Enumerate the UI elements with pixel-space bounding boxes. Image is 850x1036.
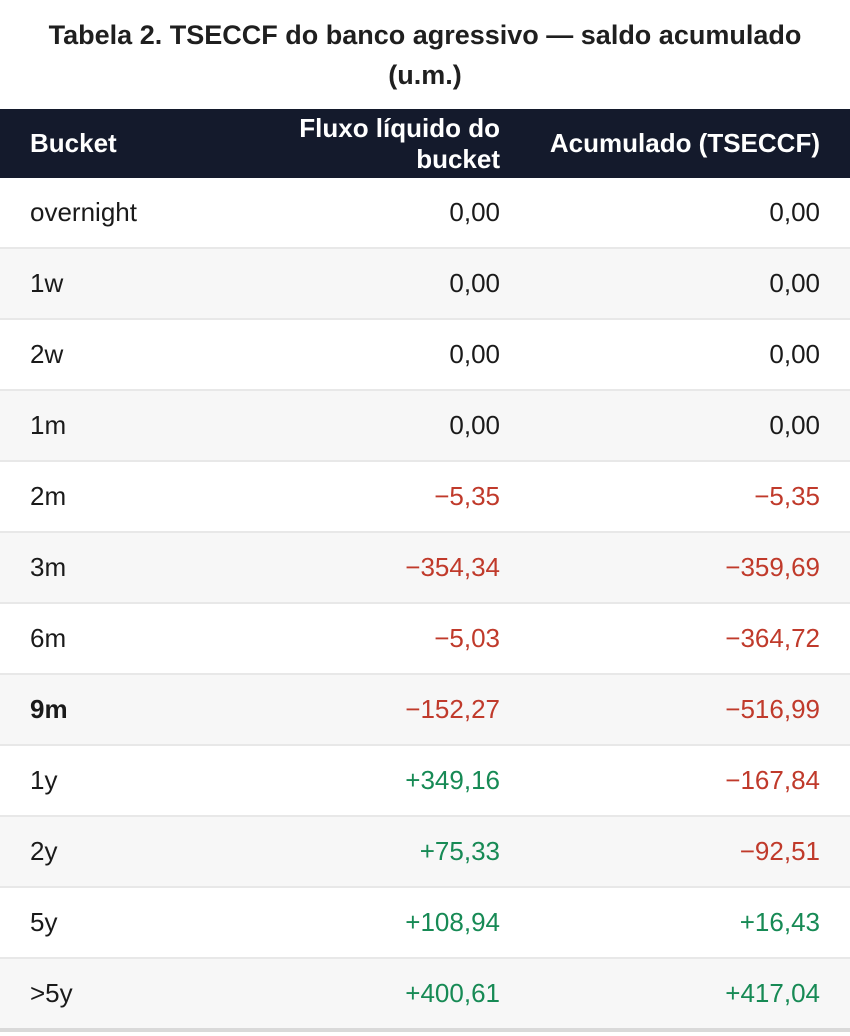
bucket-cell: 2y [0, 815, 250, 887]
table-row: 2m −5,35 −5,35 [0, 460, 850, 532]
table-body: overnight 0,00 0,00 1w 0,00 0,00 2w 0,00 0,00 1m 0… [0, 178, 850, 1030]
column-header-bucket: Bucket [0, 109, 250, 178]
flow-cell: +75,33 [250, 815, 500, 887]
bucket-cell: 3m [0, 531, 250, 603]
accumulated-cell: +417,04 [500, 957, 850, 1030]
bucket-cell: 5y [0, 886, 250, 958]
accumulated-cell: −167,84 [500, 744, 850, 816]
header-row: Bucket Fluxo líquido do bucket Acumulado… [0, 109, 850, 178]
bucket-cell: 1m [0, 389, 250, 461]
table-row: 2y +75,33 −92,51 [0, 815, 850, 887]
flow-cell: −5,03 [250, 602, 500, 674]
table-row: 6m −5,03 −364,72 [0, 602, 850, 674]
bucket-cell: 2w [0, 318, 250, 390]
table-row: 9m −152,27 −516,99 [0, 673, 850, 745]
flow-cell: +108,94 [250, 886, 500, 958]
table-caption: Tabela 2. TSECCF do banco agressivo — sa… [0, 0, 850, 109]
table-header: Bucket Fluxo líquido do bucket Acumulado… [0, 109, 850, 178]
flow-cell: −354,34 [250, 531, 500, 603]
table-row: 1m 0,00 0,00 [0, 389, 850, 461]
tseccf-table: Bucket Fluxo líquido do bucket Acumulado… [0, 109, 850, 1032]
table-row: overnight 0,00 0,00 [0, 178, 850, 248]
bucket-cell: >5y [0, 957, 250, 1030]
table-row: 3m −354,34 −359,69 [0, 531, 850, 603]
flow-cell: −5,35 [250, 460, 500, 532]
accumulated-cell: 0,00 [500, 389, 850, 461]
bucket-cell: 9m [0, 673, 250, 745]
accumulated-cell: 0,00 [500, 318, 850, 390]
accumulated-cell: 0,00 [769, 197, 820, 227]
flow-cell: 0,00 [250, 389, 500, 461]
bucket-cell: 1y [0, 744, 250, 816]
page-title-units: (u.m.) [388, 60, 462, 90]
accumulated-cell: −364,72 [500, 602, 850, 674]
bucket-cell: 1w [0, 247, 250, 319]
bucket-cell: overnight [30, 197, 137, 227]
flow-cell: +400,61 [250, 957, 500, 1030]
accumulated-cell: +16,43 [500, 886, 850, 958]
flow-cell: −152,27 [250, 673, 500, 745]
accumulated-cell: −516,99 [500, 673, 850, 745]
bucket-cell: 6m [0, 602, 250, 674]
bucket-cell: 2m [0, 460, 250, 532]
flow-cell: 0,00 [250, 318, 500, 390]
accumulated-cell: 0,00 [500, 247, 850, 319]
table-row: 1y +349,16 −167,84 [0, 744, 850, 816]
flow-cell: +349,16 [250, 744, 500, 816]
table-row: 1w 0,00 0,00 [0, 247, 850, 319]
table-row: 5y +108,94 +16,43 [0, 886, 850, 958]
accumulated-cell: −359,69 [500, 531, 850, 603]
table-row: 2w 0,00 0,00 [0, 318, 850, 390]
column-header-flow: Fluxo líquido do bucket [250, 109, 500, 178]
accumulated-cell: −92,51 [500, 815, 850, 887]
table-row: >5y +400,61 +417,04 [0, 957, 850, 1030]
flow-cell: 0,00 [250, 247, 500, 319]
column-header-accumulated: Acumulado (TSECCF) [500, 109, 850, 178]
page-title: Tabela 2. TSECCF do banco agressivo — sa… [48, 20, 802, 50]
accumulated-cell: −5,35 [500, 460, 850, 532]
flow-cell: 0,00 [449, 197, 500, 227]
